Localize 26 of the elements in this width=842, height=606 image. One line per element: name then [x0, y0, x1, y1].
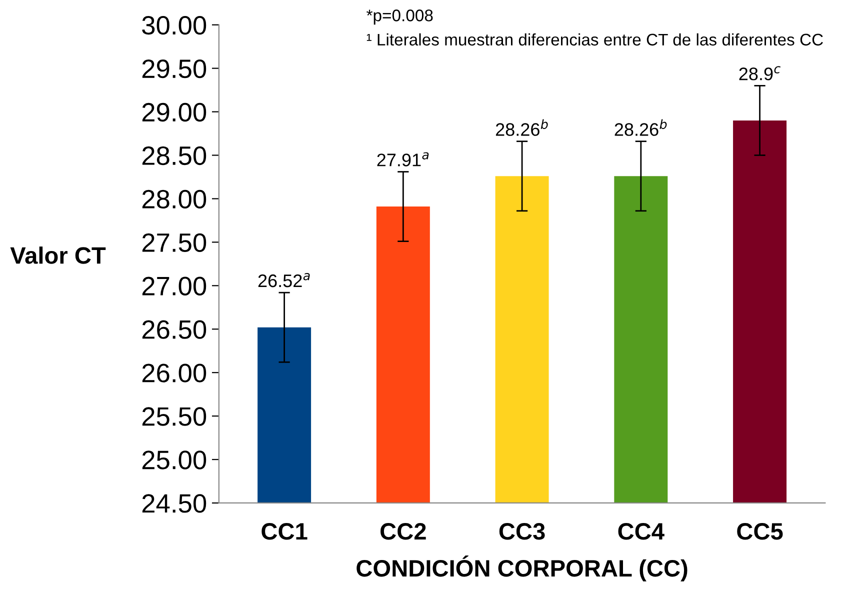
text: *p=0.008	[366, 10, 433, 25]
x-axis-title: CONDICIÓN CORPORAL (CC)	[356, 556, 688, 582]
y-tick-label: 24.50	[142, 494, 206, 513]
x-tick-label: CC5	[737, 523, 783, 540]
x-tick-label: CC4	[618, 523, 664, 540]
y-tick-label: 28.00	[142, 190, 206, 209]
y-tick-label: 25.50	[142, 407, 206, 426]
y-tick-label: 28.50	[142, 146, 206, 166]
x-tick-label: CC3	[499, 523, 545, 540]
y-tick-label: 25.00	[142, 450, 206, 470]
data-label: 28.9$^{c}$	[739, 66, 780, 80]
y-tick-label: 26.00	[142, 364, 206, 382]
y-tick-label: 27.00	[142, 276, 206, 296]
x-tick-label: CC2	[380, 523, 426, 540]
data-label: 28.26$^{b}$	[614, 119, 667, 136]
annotation: ¹ Literales muestran diferencias entre CT de las diferentes CC	[366, 33, 823, 46]
y-axis-title: Valor CT	[10, 246, 106, 264]
y-tick-label: 27.50	[142, 233, 206, 252]
y-tick-label: 26.50	[142, 320, 206, 339]
y-tick-label: 29.50	[142, 59, 206, 78]
data-label: 26.52$^{a}$	[258, 273, 310, 288]
data-label: 27.91$^{a}$	[377, 152, 429, 166]
x-tick-label: CC1	[262, 523, 308, 540]
y-tick-label: 30.00	[142, 16, 206, 35]
data-label: 28.26$^{b}$	[496, 119, 548, 136]
y-tick-label: 29.00	[142, 102, 206, 122]
